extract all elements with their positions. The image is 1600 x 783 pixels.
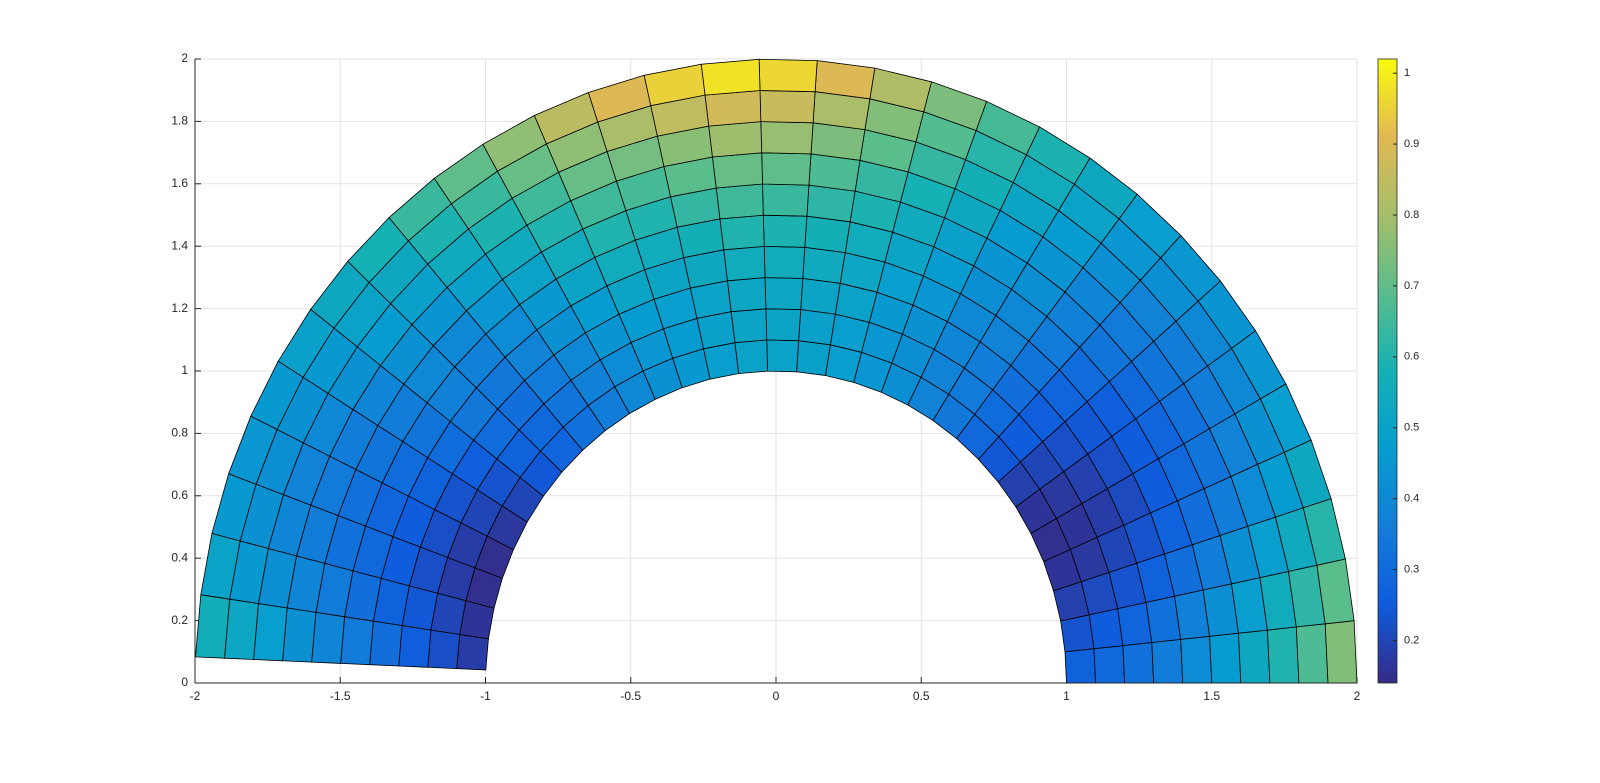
mesh-cell [1151, 638, 1184, 684]
mesh-cell [711, 152, 763, 189]
mesh-cell [1060, 614, 1095, 653]
mesh-cell [762, 183, 810, 217]
mesh-cell [730, 308, 768, 344]
mesh-cell [369, 620, 403, 667]
mesh-cell [1064, 648, 1097, 684]
y-tick-label: 1.6 [171, 176, 188, 190]
colorbar-tick-label: 0.7 [1404, 280, 1419, 292]
y-tick-label: 2 [181, 51, 188, 65]
y-tick-label: 0 [181, 675, 188, 689]
mesh-cell [224, 598, 259, 660]
x-tick-label: 2 [1354, 689, 1361, 703]
y-tick-label: 1.4 [171, 238, 188, 252]
mesh-cell [340, 616, 374, 666]
mesh-cell [802, 246, 846, 284]
mesh-cell [800, 277, 841, 315]
mesh-cell [1093, 645, 1126, 684]
mesh-cell [715, 183, 764, 220]
mesh-cell [764, 277, 804, 310]
mesh-cell [798, 309, 836, 346]
x-tick-label: -2 [190, 689, 201, 703]
mesh-cell [195, 594, 231, 659]
mesh-cell [1266, 626, 1300, 684]
x-tick-label: -0.5 [620, 689, 641, 703]
mesh-cell [758, 58, 818, 93]
mesh-cell [1295, 623, 1329, 684]
colorbar-tick-label: 0.2 [1404, 634, 1419, 646]
colorbar-tick-label: 0.3 [1404, 563, 1419, 575]
mesh-cell [253, 603, 288, 662]
colorbar-tick-label: 0.5 [1404, 422, 1419, 434]
colorbar [1377, 58, 1398, 684]
colorbar-tick-label: 0.4 [1404, 493, 1419, 505]
mesh-cell [766, 339, 800, 373]
y-tick-label: 1.8 [171, 114, 188, 128]
mesh-cell [806, 184, 856, 223]
mesh-cell [760, 121, 814, 155]
mesh-cell [427, 629, 461, 670]
y-tick-label: 1 [181, 363, 188, 377]
mesh-cell [700, 58, 761, 96]
mesh-cell [759, 90, 816, 124]
mesh-cell [804, 215, 851, 254]
mesh-cell [704, 90, 762, 127]
y-tick-label: 0.8 [171, 426, 188, 440]
y-tick-label: 1.2 [171, 301, 188, 315]
mesh-cell [1238, 629, 1271, 684]
colorbar-tick-label: 0.8 [1404, 209, 1419, 221]
mesh-cell [719, 214, 765, 251]
mesh-cell [796, 340, 831, 376]
mesh-cell [708, 121, 763, 158]
mesh-cell [723, 245, 766, 282]
mesh-cell [398, 625, 432, 668]
colorbar-tick-label: 0.6 [1404, 351, 1419, 363]
mesh-cell [814, 60, 876, 100]
mesh-cell [456, 634, 489, 671]
x-tick-label: -1.5 [330, 689, 351, 703]
mesh-cell [1180, 635, 1213, 684]
x-tick-label: -1 [480, 689, 491, 703]
mesh-cell [763, 245, 806, 279]
mesh-cell [734, 339, 769, 375]
mesh-cell [765, 308, 802, 342]
mesh-cell [1088, 608, 1124, 650]
y-tick-label: 0.2 [171, 613, 188, 627]
mesh-cell [762, 214, 808, 248]
mesh-cell [282, 607, 317, 663]
x-tick-label: 0 [773, 689, 780, 703]
colorbar-tick-label: 1 [1404, 67, 1410, 79]
mesh-cell [1324, 620, 1358, 684]
mesh-cell [761, 152, 812, 186]
x-tick-label: 1 [1063, 689, 1070, 703]
colorbar-tick-label: 0.9 [1404, 138, 1419, 150]
mesh-cell [1122, 642, 1155, 684]
x-tick-label: 1.5 [1203, 689, 1220, 703]
mesh-cell [1209, 632, 1242, 684]
y-tick-label: 0.4 [171, 550, 188, 564]
x-tick-label: 0.5 [913, 689, 930, 703]
mesh-cell [726, 277, 767, 313]
mesh-cell [311, 611, 346, 664]
y-tick-label: 0.6 [171, 488, 188, 502]
